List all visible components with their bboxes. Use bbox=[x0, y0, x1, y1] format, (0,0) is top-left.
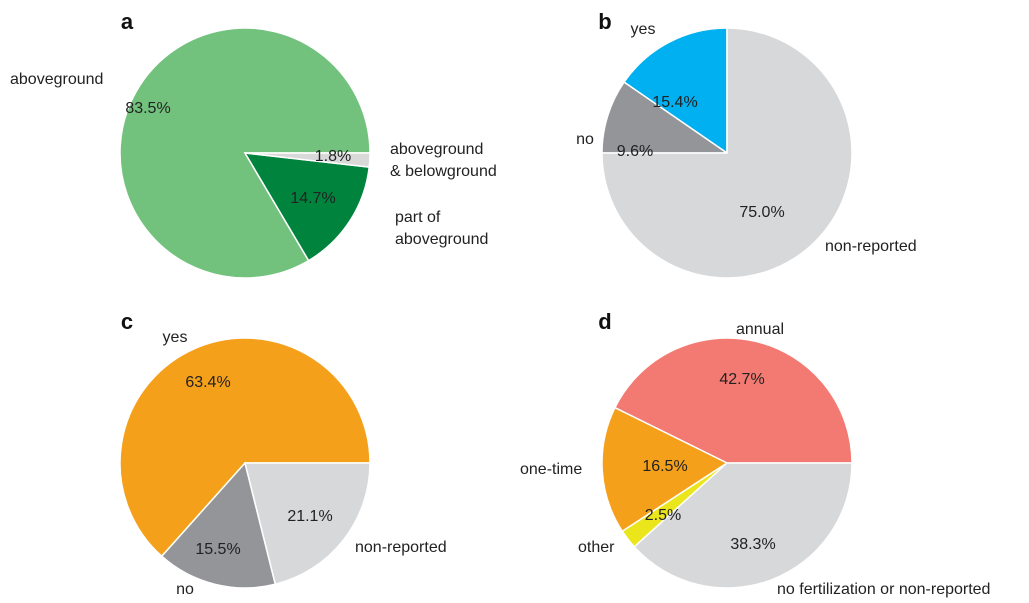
category-label: one-time bbox=[520, 461, 583, 478]
pie-slice bbox=[243, 152, 371, 262]
pie-slice bbox=[160, 461, 277, 589]
category-label: aboveground & belowground bbox=[390, 141, 497, 180]
pie-slice bbox=[601, 81, 730, 154]
value-label: 15.5% bbox=[195, 541, 241, 558]
value-label: 42.7% bbox=[719, 371, 765, 388]
value-label: 38.3% bbox=[730, 536, 776, 553]
value-label: 63.4% bbox=[185, 374, 231, 391]
value-label: 15.4% bbox=[652, 94, 698, 111]
value-label: 83.5% bbox=[125, 100, 171, 117]
pie-slice bbox=[119, 27, 371, 279]
panel-title: d bbox=[598, 309, 612, 334]
pie-slice bbox=[623, 27, 728, 155]
category-label: yes bbox=[162, 329, 188, 346]
pie-slice bbox=[119, 337, 371, 558]
panel-title: b bbox=[598, 9, 612, 34]
category-label: other bbox=[578, 539, 615, 556]
category-label: annual bbox=[735, 321, 785, 338]
category-label: aboveground bbox=[10, 71, 104, 88]
value-label: 2.5% bbox=[644, 507, 682, 524]
value-label: 16.5% bbox=[642, 458, 688, 475]
pie-slice bbox=[244, 152, 371, 168]
category-label: no bbox=[176, 581, 194, 598]
panel-title: a bbox=[120, 9, 134, 34]
category-label: part of aboveground bbox=[395, 209, 489, 248]
pie-slice bbox=[601, 27, 853, 279]
category-label: non-reported bbox=[825, 238, 917, 255]
category-label: yes bbox=[630, 21, 656, 38]
value-label: 1.8% bbox=[314, 148, 352, 165]
category-label: non-reported bbox=[355, 539, 447, 556]
pie-slice bbox=[613, 337, 853, 464]
pie-slice bbox=[244, 462, 371, 586]
pie-slice bbox=[601, 406, 729, 533]
category-label: no bbox=[576, 131, 594, 148]
pie-slice bbox=[633, 462, 853, 589]
value-label: 75.0% bbox=[739, 204, 785, 221]
value-label: 9.6% bbox=[616, 143, 654, 160]
value-label: 21.1% bbox=[287, 508, 333, 525]
value-label: 14.7% bbox=[290, 190, 336, 207]
category-label: no fertilization or non-reported bbox=[777, 581, 991, 598]
panel-title: c bbox=[120, 309, 134, 334]
